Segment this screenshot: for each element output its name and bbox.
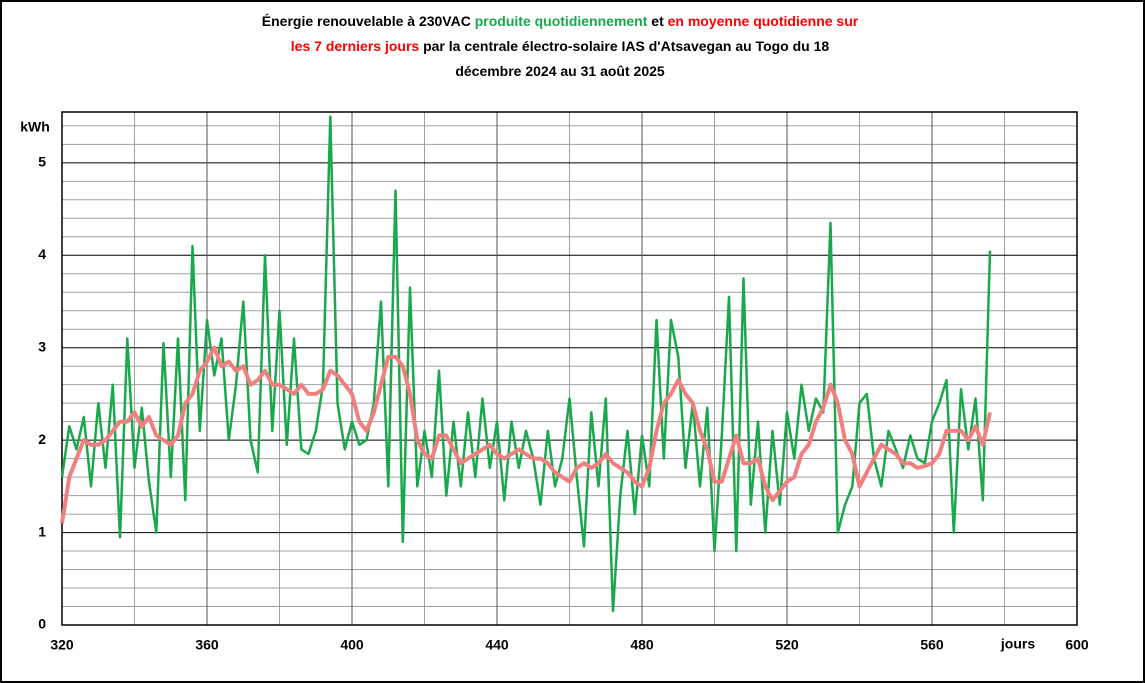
title-line: Énergie renouvelable à 230VAC produite q…: [262, 13, 859, 29]
title-segment: Énergie renouvelable à 230V: [262, 13, 453, 29]
x-tick-label: 440: [485, 637, 509, 653]
y-axis-label: kWh: [20, 119, 50, 135]
y-tick-label: 1: [38, 523, 46, 539]
x-tick-label: 520: [775, 637, 799, 653]
y-tick-label: 4: [38, 246, 46, 262]
title-segment: et: [647, 13, 667, 29]
series-line: [60, 115, 992, 613]
y-tick-label: 0: [38, 616, 46, 632]
title-segment: décembre 2024 au 31 août 2025: [455, 63, 665, 79]
title-segment: produite quotidiennement: [471, 13, 648, 29]
x-axis-label: jours: [1000, 636, 1035, 652]
x-tick-label: 400: [340, 637, 364, 653]
title-line: les 7 derniers jours par la centrale éle…: [291, 38, 830, 54]
title-line: décembre 2024 au 31 août 2025: [455, 63, 665, 79]
plot-frame: [61, 111, 1078, 626]
y-tick-label: 3: [38, 338, 46, 354]
y-tick-label: 5: [38, 154, 46, 170]
chart-title: Énergie renouvelable à 230VAC produite q…: [262, 13, 859, 79]
x-tick-label: 600: [1065, 637, 1089, 653]
x-tick-label: 480: [630, 637, 654, 653]
x-tick-label: 560: [920, 637, 944, 653]
x-tick-label: 320: [50, 637, 74, 653]
y-tick-label: 2: [38, 431, 46, 447]
title-segment: en moyenne quotidienne sur: [668, 13, 859, 29]
x-tick-label: 360: [195, 637, 219, 653]
series-line: [60, 345, 992, 524]
title-segment: les 7 derniers jours: [291, 38, 420, 54]
title-segment: AC: [451, 13, 471, 29]
title-segment: par la centrale électro-solaire IAS d'At…: [419, 38, 829, 54]
